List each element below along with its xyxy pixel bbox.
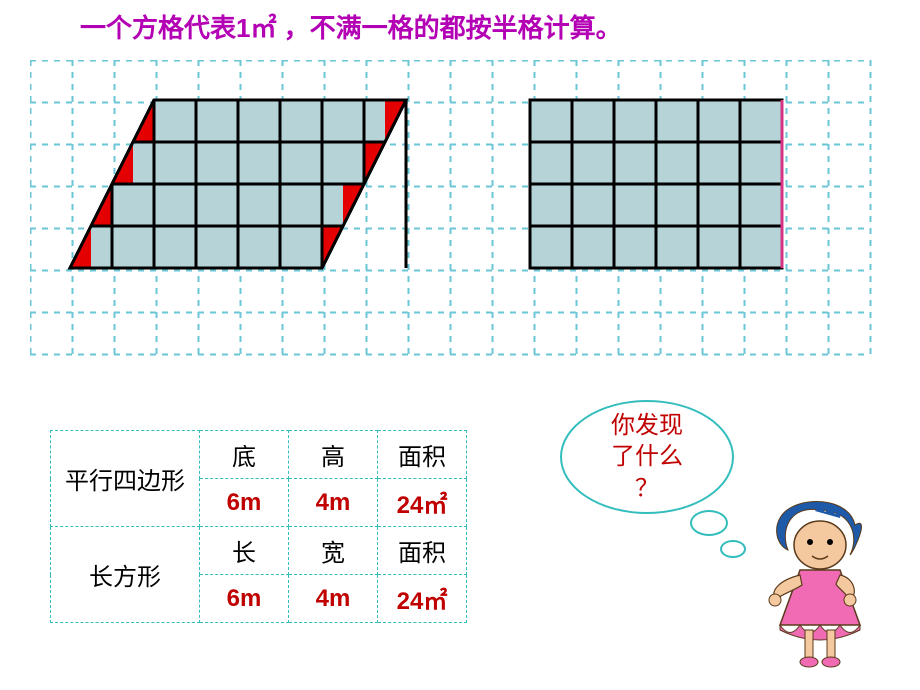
header-width: 宽 [289, 527, 378, 575]
header-base: 底 [200, 431, 289, 479]
value-rect-area: 24㎡ [378, 575, 467, 623]
parallelogram-shape [60, 70, 416, 298]
comparison-table: 平行四边形 底 高 面积 6m 4m 24㎡ 长方形 长 宽 面积 6m 4m … [50, 430, 467, 623]
page-title: 一个方格代表1㎡ ，不满一格的都按半格计算。 [80, 8, 622, 45]
header-area: 面积 [378, 431, 467, 479]
value-para-height: 4m [289, 479, 378, 527]
value-rect-width: 4m [289, 575, 378, 623]
header-height: 高 [289, 431, 378, 479]
character-illustration [760, 500, 890, 670]
value-para-area: 24㎡ [378, 479, 467, 527]
row-label-parallelogram: 平行四边形 [51, 431, 200, 527]
row-label-rectangle: 长方形 [51, 527, 200, 623]
bubble-line1: 你发现 [611, 412, 683, 439]
header-area2: 面积 [378, 527, 467, 575]
header-length: 长 [200, 527, 289, 575]
bubble-line3: ？ [635, 475, 659, 502]
value-para-base: 6m [200, 479, 289, 527]
bubble-line2: 了什么 [611, 443, 683, 470]
value-rect-length: 6m [200, 575, 289, 623]
rectangle-shape [520, 70, 792, 298]
thought-bubble: 你发现 了什么 ？ [560, 400, 760, 550]
